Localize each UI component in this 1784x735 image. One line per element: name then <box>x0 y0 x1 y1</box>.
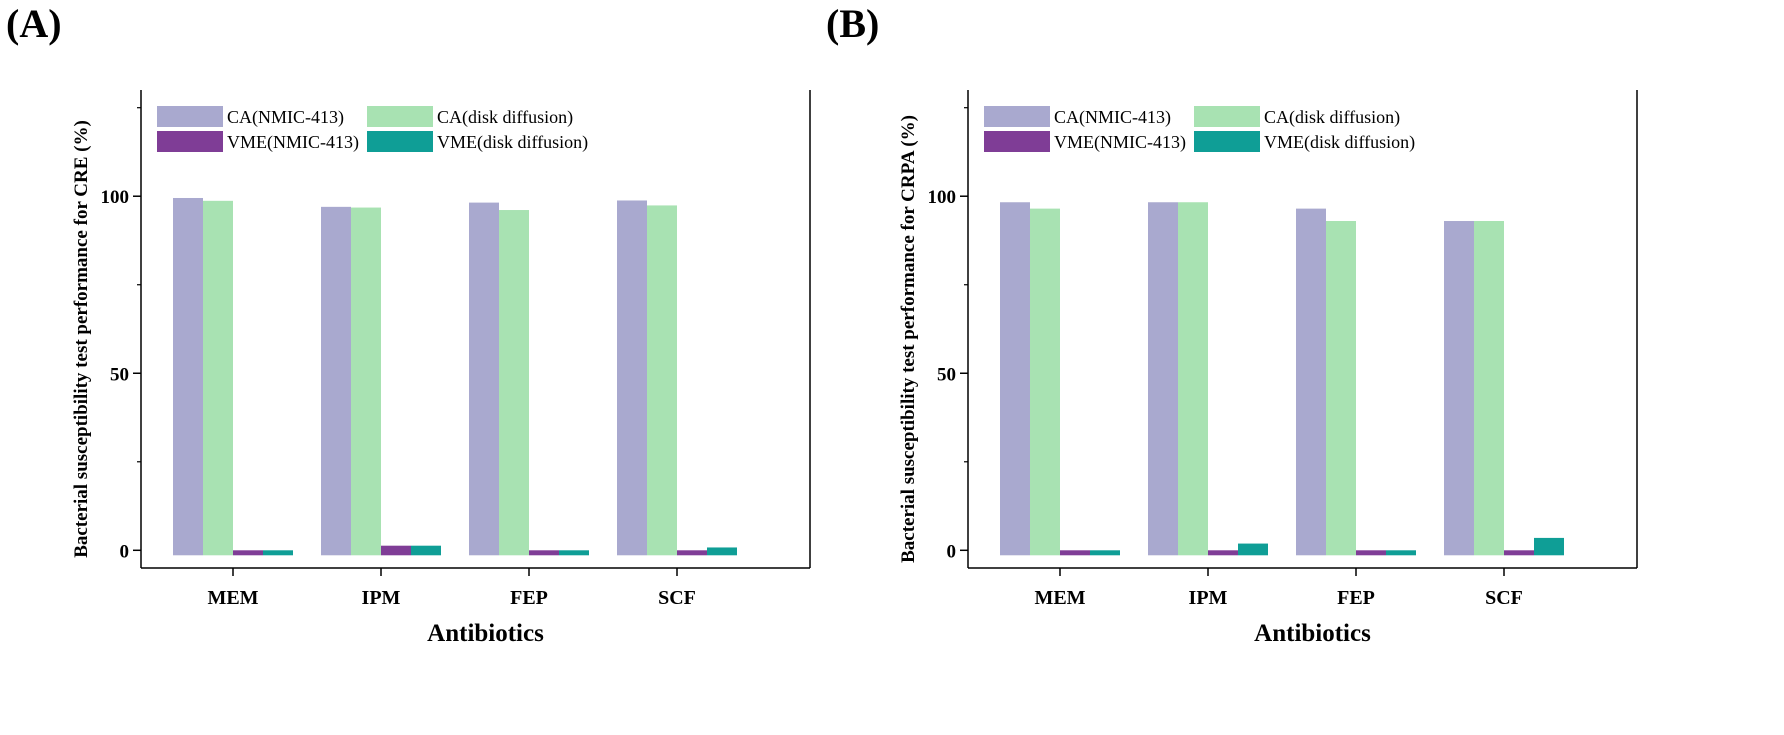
b-xlabel: Antibiotics <box>1254 620 1371 647</box>
b-legend-label-1: CA(disk diffusion) <box>1264 107 1400 128</box>
a-bar-vme-disk-diffusion--fep <box>559 550 589 556</box>
b-bar-vme-nmic-413--fep <box>1356 550 1386 556</box>
b-bar-vme-disk-diffusion--fep <box>1386 550 1416 556</box>
b-legend-label-2: VME(NMIC-413) <box>1054 132 1186 153</box>
b-ylabel: Bacterial susceptibility test performanc… <box>898 115 919 563</box>
b-xtick-label: MEM <box>1034 587 1085 609</box>
a-legend-label-1: CA(disk diffusion) <box>437 107 573 128</box>
b-bar-vme-disk-diffusion--scf <box>1534 537 1564 556</box>
a-xtick-label: MEM <box>207 587 258 609</box>
a-xlabel: Antibiotics <box>427 620 544 647</box>
b-ytick-label: 0 <box>947 541 957 562</box>
panel-b-label: (B) <box>826 1 880 46</box>
a-bar-ca-nmic-413--fep <box>469 202 499 556</box>
a-bar-ca-disk-diffusion--scf <box>647 205 677 556</box>
b-bar-ca-disk-diffusion--scf <box>1474 221 1504 556</box>
b-xtick-label: FEP <box>1337 587 1375 609</box>
b-legend-label-3: VME(disk diffusion) <box>1264 132 1415 153</box>
b-bar-ca-nmic-413--ipm <box>1148 202 1178 556</box>
a-bar-ca-nmic-413--mem <box>173 197 203 556</box>
b-legend-swatch-1 <box>1194 106 1260 127</box>
b-bar-vme-disk-diffusion--ipm <box>1238 543 1268 556</box>
b-legend-swatch-2 <box>984 131 1050 152</box>
a-legend-swatch-0 <box>157 106 223 127</box>
b-bar-ca-nmic-413--scf <box>1444 221 1474 556</box>
b-legend-swatch-3 <box>1194 131 1260 152</box>
a-legend-swatch-1 <box>367 106 433 127</box>
a-legend-label-3: VME(disk diffusion) <box>437 132 588 153</box>
a-ytick-label: 100 <box>101 187 130 208</box>
a-bar-vme-disk-diffusion--ipm <box>411 545 441 556</box>
a-legend-swatch-3 <box>367 131 433 152</box>
a-xtick-label: SCF <box>658 587 696 609</box>
b-ytick-label: 50 <box>937 364 956 385</box>
b-bar-ca-disk-diffusion--ipm <box>1178 202 1208 556</box>
b-xtick-label: IPM <box>1189 587 1228 609</box>
b-bar-ca-disk-diffusion--mem <box>1030 208 1060 556</box>
b-legend-label-0: CA(NMIC-413) <box>1054 107 1171 128</box>
b-bar-vme-nmic-413--scf <box>1504 550 1534 556</box>
a-bar-vme-nmic-413--ipm <box>381 545 411 556</box>
a-xtick-label: FEP <box>510 587 548 609</box>
a-ytick-label: 0 <box>120 541 130 562</box>
b-bar-ca-nmic-413--fep <box>1296 208 1326 556</box>
a-bar-vme-disk-diffusion--mem <box>263 550 293 556</box>
b-ytick-label: 100 <box>928 187 957 208</box>
a-xtick-label: IPM <box>362 587 401 609</box>
b-bar-ca-disk-diffusion--fep <box>1326 221 1356 556</box>
chart-panel-a: 0 50 100 MEM IPM FEP SCF Antibiotics Bacterial s… <box>71 90 811 647</box>
a-bar-vme-nmic-413--mem <box>233 550 263 556</box>
a-bar-vme-nmic-413--scf <box>677 550 707 556</box>
b-bar-ca-nmic-413--mem <box>1000 202 1030 556</box>
panel-a-label: (A) <box>6 1 62 46</box>
a-bar-vme-nmic-413--fep <box>529 550 559 556</box>
chart-panel-b: 0 50 100 MEM IPM FEP SCF Antibiotics Bacterial s… <box>898 90 1638 647</box>
a-bar-vme-disk-diffusion--scf <box>707 547 737 556</box>
a-legend-label-2: VME(NMIC-413) <box>227 132 359 153</box>
a-legend-swatch-2 <box>157 131 223 152</box>
a-bar-ca-disk-diffusion--fep <box>499 210 529 556</box>
b-bar-vme-disk-diffusion--mem <box>1090 550 1120 556</box>
a-legend-label-0: CA(NMIC-413) <box>227 107 344 128</box>
b-bar-vme-nmic-413--ipm <box>1208 550 1238 556</box>
a-bar-ca-disk-diffusion--mem <box>203 200 233 556</box>
a-ylabel: Bacterial susceptibility test performanc… <box>71 120 92 558</box>
b-bar-vme-nmic-413--mem <box>1060 550 1090 556</box>
a-bar-ca-disk-diffusion--ipm <box>351 207 381 556</box>
b-legend-swatch-0 <box>984 106 1050 127</box>
a-ytick-label: 50 <box>110 364 129 385</box>
a-bar-ca-nmic-413--scf <box>617 200 647 556</box>
b-xtick-label: SCF <box>1485 587 1523 609</box>
a-bar-ca-nmic-413--ipm <box>321 206 351 556</box>
